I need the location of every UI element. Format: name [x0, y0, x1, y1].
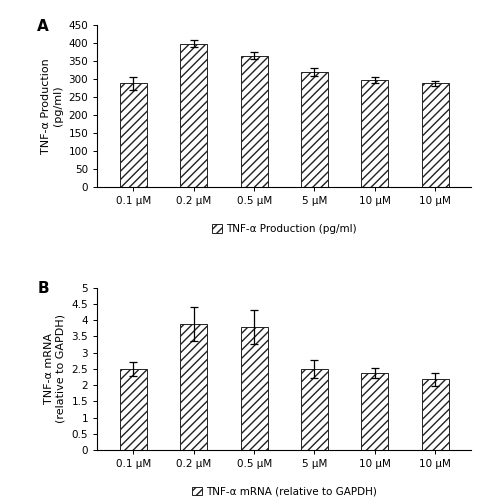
Bar	[241, 56, 268, 187]
Bar	[120, 84, 147, 187]
Bar	[422, 380, 449, 450]
Bar	[301, 72, 328, 187]
Bar	[180, 44, 208, 187]
Bar	[301, 369, 328, 450]
Bar	[120, 369, 147, 450]
Legend: TNF-α Production (pg/ml): TNF-α Production (pg/ml)	[212, 224, 357, 234]
Y-axis label: TNF-α Production
(pg/ml): TNF-α Production (pg/ml)	[41, 58, 63, 154]
Legend: TNF-α mRNA (relative to GAPDH): TNF-α mRNA (relative to GAPDH)	[191, 486, 377, 496]
Y-axis label: TNF-α mRNA
(relative to GAPDH): TNF-α mRNA (relative to GAPDH)	[44, 314, 66, 424]
Bar	[241, 328, 268, 450]
Bar	[361, 80, 388, 187]
Bar	[422, 84, 449, 187]
Text: A: A	[37, 18, 49, 34]
Text: B: B	[37, 282, 49, 296]
Bar	[180, 324, 208, 450]
Bar	[361, 373, 388, 450]
